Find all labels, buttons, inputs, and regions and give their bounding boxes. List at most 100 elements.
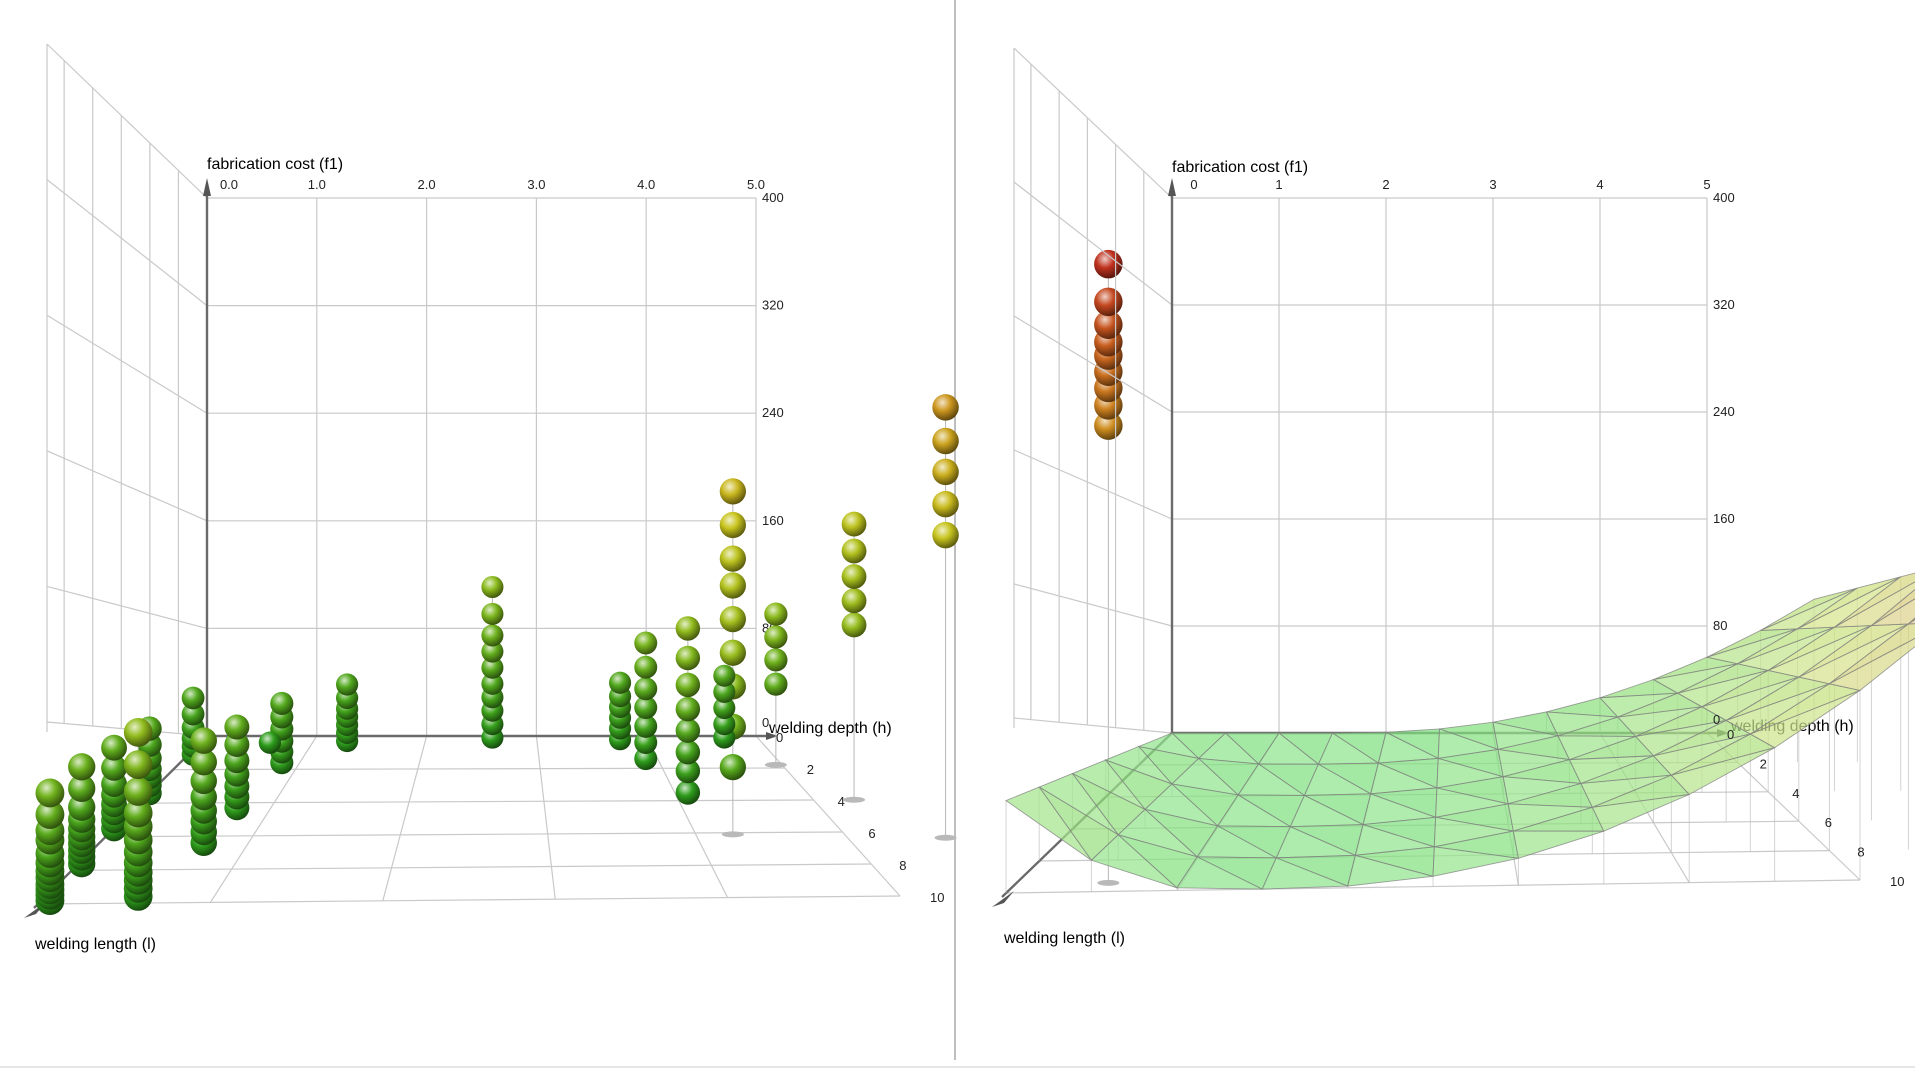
- data-point: [123, 750, 153, 779]
- y-tick-label: 10: [930, 890, 944, 905]
- surface-facet: [1432, 846, 1519, 877]
- data-point: [675, 780, 701, 805]
- data-point: [713, 680, 736, 703]
- side-wall-horizontal-gridline: [46, 585, 208, 629]
- data-point: [123, 777, 153, 806]
- side-wall-horizontal-gridline: [1013, 449, 1173, 520]
- surface-facet: [1906, 619, 1915, 625]
- data-point: [719, 478, 746, 505]
- data-point: [719, 639, 746, 666]
- floor-depth-gridline: [382, 735, 428, 901]
- left-z-axis-title: fabrication cost (f1): [207, 156, 343, 173]
- data-point: [932, 458, 959, 486]
- floor-depth-gridline: [209, 735, 318, 903]
- data-point: [719, 572, 746, 599]
- data-point: [634, 747, 658, 771]
- x-tick-label: 2: [1382, 177, 1389, 192]
- z-tick-label: 160: [1713, 511, 1735, 526]
- z-tick-label: 80: [1713, 618, 1727, 633]
- x-tick-label: 4: [1596, 177, 1603, 192]
- data-point: [608, 671, 632, 694]
- data-point: [634, 714, 658, 738]
- z-tick-label: 240: [762, 405, 784, 420]
- y-tick-label: 2: [1760, 756, 1767, 771]
- data-point: [719, 545, 746, 572]
- data-point: [719, 511, 746, 539]
- side-wall-horizontal-gridline: [46, 314, 208, 414]
- left-y-axis-title: welding length (l): [34, 936, 156, 953]
- data-point: [481, 656, 504, 679]
- data-point: [675, 696, 701, 722]
- data-point: [764, 602, 788, 626]
- surface-facet: [1670, 747, 1775, 796]
- data-point: [35, 778, 65, 808]
- side-wall-horizontal-gridline: [46, 450, 208, 522]
- surface-facet: [1828, 637, 1915, 691]
- data-point: [101, 754, 127, 781]
- floor-depth-gridline: [645, 735, 729, 898]
- x-tick-label: 5.0: [747, 177, 765, 192]
- data-point: [932, 521, 959, 549]
- data-point: [932, 427, 959, 455]
- z-axis-arrowhead: [203, 178, 211, 196]
- surface-facet: [1261, 857, 1348, 890]
- side-wall-horizontal-gridline: [1013, 47, 1173, 199]
- right-z-axis-title: fabrication cost (f1): [1172, 159, 1308, 176]
- floor-length-gridline: [139, 799, 814, 804]
- data-point: [675, 739, 701, 765]
- x-axis-arrowhead: [766, 732, 778, 740]
- side-wall-horizontal-gridline: [1013, 315, 1173, 413]
- data-point: [719, 605, 746, 633]
- side-wall-horizontal-gridline: [1013, 717, 1173, 734]
- y-tick-label: 2: [807, 762, 814, 777]
- data-point: [764, 648, 788, 672]
- data-point: [634, 696, 658, 720]
- side-wall-horizontal-gridline: [1013, 583, 1173, 627]
- right-surface: [1005, 572, 1915, 893]
- surface-facet: [1005, 786, 1092, 861]
- side-wall-horizontal-gridline: [46, 179, 208, 307]
- y-axis-arrowhead: [992, 891, 1014, 907]
- data-point: [481, 602, 504, 625]
- data-point: [841, 511, 867, 537]
- data-point: [68, 793, 96, 821]
- data-point: [481, 640, 504, 663]
- data-point: [224, 732, 250, 758]
- y-tick-label: 8: [1857, 845, 1864, 860]
- z-tick-label: 0: [762, 715, 769, 730]
- surface-facet: [1512, 830, 1604, 859]
- data-point: [841, 564, 867, 589]
- x-tick-label: 0.0: [220, 177, 238, 192]
- data-point: [123, 717, 153, 747]
- surface-facet: [1175, 856, 1263, 890]
- data-point: [1094, 287, 1123, 317]
- data-point: [181, 686, 205, 710]
- floor-length-gridline: [37, 895, 901, 905]
- left-tick-labels: 0.01.02.03.04.05.04003202401608000246810: [220, 177, 945, 905]
- z-tick-label: 0: [1713, 712, 1720, 727]
- left-panel: fabrication cost (f1) welding depth (h) …: [24, 43, 1123, 953]
- data-point: [634, 631, 658, 655]
- data-point: [181, 702, 205, 726]
- z-tick-label: 400: [1713, 190, 1735, 205]
- data-point: [258, 731, 282, 754]
- left-data-marks: [35, 249, 1123, 915]
- data-point: [841, 588, 867, 614]
- floor-shadow: [1097, 879, 1120, 886]
- data-point: [481, 575, 504, 599]
- y-tick-label: 4: [1792, 786, 1799, 801]
- data-point: [713, 664, 736, 687]
- surface-facet: [1591, 794, 1690, 832]
- x-tick-label: 3: [1489, 177, 1496, 192]
- data-point: [713, 696, 736, 720]
- data-point: [713, 713, 736, 736]
- z-tick-label: 160: [762, 513, 784, 528]
- x-tick-label: 0: [1190, 177, 1197, 192]
- data-point: [481, 624, 504, 647]
- z-tick-label: 320: [1713, 297, 1735, 312]
- z-tick-label: 240: [1713, 404, 1735, 419]
- data-point: [932, 394, 959, 421]
- data-point: [764, 625, 788, 649]
